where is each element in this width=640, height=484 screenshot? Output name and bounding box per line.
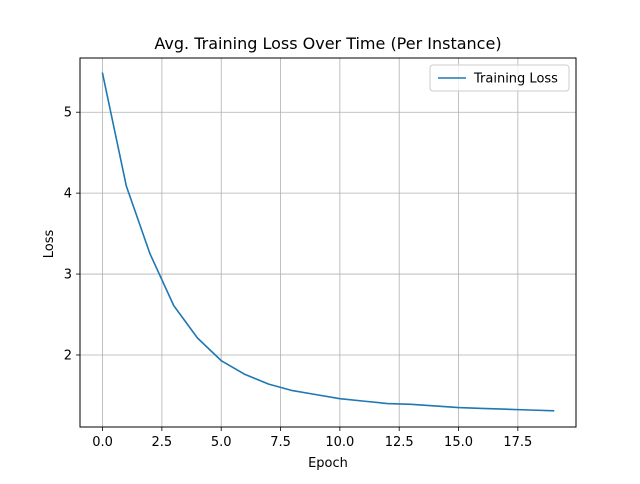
legend-box xyxy=(429,64,570,92)
legend: Training Loss xyxy=(429,64,570,92)
x-axis-label: Epoch xyxy=(308,456,348,471)
x-tick-label: 5.0 xyxy=(211,435,232,450)
x-tick-label: 2.5 xyxy=(152,435,173,450)
series-line-training-loss xyxy=(101,72,555,412)
y-tick-label: 4 xyxy=(64,187,72,202)
x-tick-label: 17.5 xyxy=(503,435,532,450)
x-tick-label: 7.5 xyxy=(270,435,291,450)
y-axis-label: Loss xyxy=(42,230,57,259)
plot-frame xyxy=(79,57,577,428)
x-tick-label: 10.0 xyxy=(325,435,354,450)
chart-title: Avg. Training Loss Over Time (Per Instan… xyxy=(154,34,501,53)
x-tick-label: 12.5 xyxy=(385,435,414,450)
x-tick-label: 15.0 xyxy=(444,435,473,450)
series-layer xyxy=(101,72,555,412)
y-tick-label: 2 xyxy=(64,348,72,363)
y-tick-label: 3 xyxy=(64,268,72,283)
grid-lines xyxy=(80,58,576,427)
axis-ticks: 0.0 2.5 5.0 7.5 10.0 12.5 15.0 17.5 2 3 4 5 xyxy=(64,106,533,450)
y-tick-label: 5 xyxy=(64,106,72,121)
x-tick-label: 0.0 xyxy=(92,435,113,450)
legend-label: Training Loss xyxy=(473,72,558,87)
